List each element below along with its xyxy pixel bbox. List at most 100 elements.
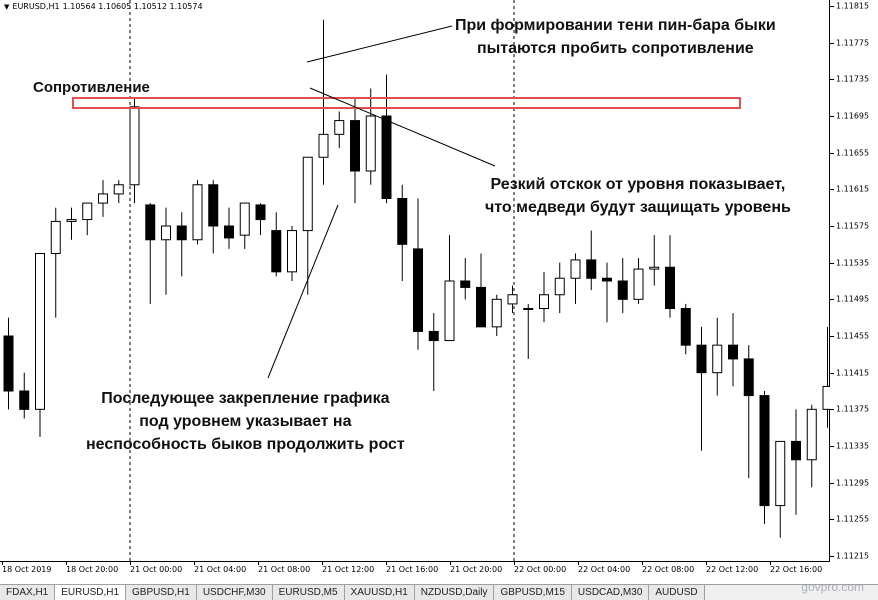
candle [66,207,77,240]
time-label: 22 Oct 00:00 [514,565,567,574]
candle-body-down [743,358,754,397]
candle-body-up [806,408,817,461]
price-tick [830,6,834,7]
candle [271,212,282,277]
time-label: 18 Oct 2019 [2,565,52,574]
time-tick [386,562,387,565]
candle-body-down [759,395,770,507]
candle [413,198,423,350]
time-tick [514,562,515,565]
time-label: 22 Oct 12:00 [706,565,759,574]
candle [35,253,45,437]
time-scale[interactable]: 18 Oct 2019 18 Oct 20:00 21 Oct 00:00 21 Oc… [0,562,830,584]
chart-tab[interactable]: EURUSD,H1 [55,585,127,600]
price-tick [830,116,834,117]
price-label: 1.11495 [836,294,870,304]
price-label: 1.11375 [836,404,870,414]
candle-body-up [539,294,549,309]
price-scale[interactable]: 1.11815 1.11775 1.11735 1.11695 1.11655 1.116… [830,0,878,562]
consolidation-annotation-line1: Последующее закрепление графика [101,390,390,407]
candle-body-down [255,204,266,221]
time-tick [194,562,195,565]
pinbar-pointer-line[interactable] [306,25,453,63]
price-label: 1.11695 [836,111,870,121]
price-tick [830,189,834,191]
candle [460,258,471,300]
symbol-title: ▼ EURUSD,H1 1.10564 1.10605 1.10512 1.10… [4,2,203,11]
candle-body-up [50,220,61,255]
chart-tab[interactable]: GBPUSD,M15 [494,585,572,600]
candle-body-down [602,277,612,282]
candle [680,303,691,355]
candle-body-down [397,198,408,245]
candle-body-up [633,268,644,300]
price-label: 1.11335 [836,441,870,451]
chart-area[interactable]: ▼ EURUSD,H1 1.10564 1.10605 1.10512 1.10… [0,0,830,562]
chart-tab[interactable]: FDAX,H1 [0,585,56,600]
price-tick [830,152,834,154]
candle [239,202,250,249]
price-label: 1.11415 [836,368,870,378]
price-tick [830,556,834,557]
candle-body-up [302,156,313,232]
candle-body-down [3,335,14,392]
candle-body-down [428,330,439,342]
chart-tab[interactable]: USDCHF,M30 [196,585,273,600]
chart-tab[interactable]: AUDUSD [649,585,705,600]
candle [318,19,329,185]
candle-body-up [113,184,124,195]
price-label: 1.11575 [836,221,870,231]
price-tick [830,446,834,447]
candle [224,207,234,249]
candle-body-up [129,106,140,186]
candle [98,180,108,217]
candle [428,313,439,391]
candle [649,235,660,286]
candle [19,372,30,419]
price-label: 1.11455 [836,331,870,341]
candle-body-up [35,253,45,410]
rebound-annotation: Резкий отскок от уровня показывает, что … [485,173,791,219]
chart-tab[interactable]: XAUUSD,H1 [344,585,415,600]
candle-body-up [507,294,518,305]
price-tick [830,42,834,44]
resistance-label: Сопротивление [33,79,150,96]
candle-body-down [680,308,691,346]
price-tick [830,79,834,81]
time-tick [322,562,323,565]
resistance-zone[interactable] [72,97,741,109]
candle-body-up [554,277,565,296]
time-tick [706,562,707,565]
candle [759,391,770,524]
price-tick [830,372,834,374]
time-label: 18 Oct 20:00 [66,565,119,574]
candle [570,253,581,304]
candle-body-down [791,440,801,461]
candle-body-down [476,286,486,328]
price-tick [830,409,834,411]
candle-body-down [224,225,234,239]
chart-tab[interactable]: USDCAD,M30 [571,585,650,600]
candle-body-up [649,266,660,270]
chart-tab[interactable]: EURUSD,M5 [272,585,345,600]
candle-body-up [98,193,108,204]
chart-tab[interactable]: NZDUSD,Daily [414,585,495,600]
candle-body-down [176,225,187,241]
candle [665,235,675,318]
candle-body-down [145,204,156,241]
candle [50,207,61,318]
chart-tab[interactable]: GBPUSD,H1 [126,585,197,600]
candle [712,317,723,396]
price-tick [830,299,834,301]
consolidation-pointer-line[interactable] [267,204,339,379]
candlestick-chart[interactable] [0,0,830,562]
price-label: 1.11655 [836,148,870,158]
candle [554,262,565,314]
ohlc-values: 1.10564 1.10605 1.10512 1.10574 [62,2,203,11]
rebound-pointer-line[interactable] [309,87,496,167]
candle-body-down [665,266,675,309]
candle [806,404,817,488]
candle-body-up [82,202,93,221]
triangle-down-icon: ▼ [4,2,10,11]
candle-body-up [334,120,345,135]
